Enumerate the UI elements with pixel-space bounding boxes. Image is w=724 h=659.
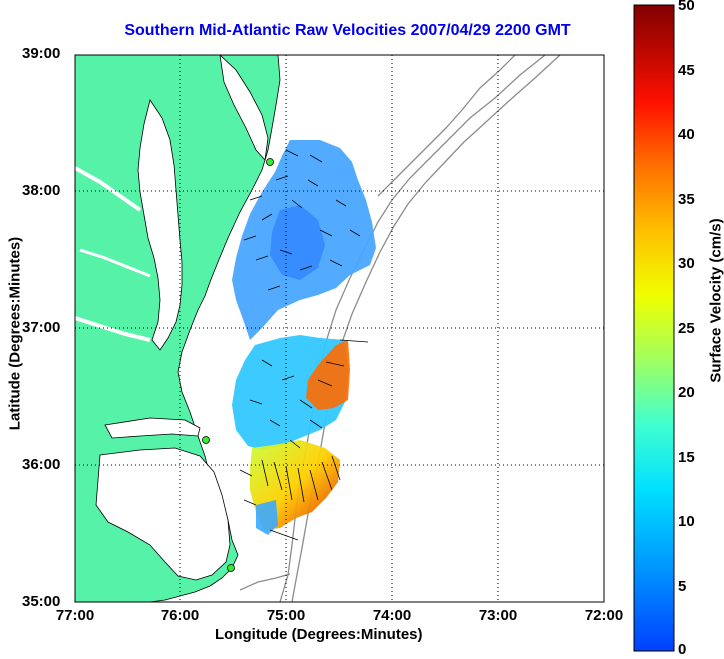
grid-lines (75, 55, 604, 602)
station-marker (266, 158, 274, 166)
albemarle-sound (104, 417, 201, 439)
fast-current-patch (306, 340, 350, 410)
colorbar-tick-45: 45 (678, 62, 695, 79)
potomac-river (75, 166, 142, 212)
colorbar-label: Surface Velocity (cm/s) (707, 218, 724, 383)
x-tick-72: 72:00 (584, 607, 624, 624)
x-axis-label: Longitude (Degrees:Minutes) (215, 626, 423, 643)
map-title: Southern Mid-Atlantic Raw Velocities 200… (124, 22, 571, 39)
colorbar (633, 4, 675, 652)
colorbar-tick-20: 20 (678, 384, 695, 401)
radar-stations (202, 158, 274, 572)
velocity-vectors (239, 149, 369, 541)
colorbar-tick-30: 30 (678, 255, 695, 272)
north-core-patch (270, 205, 325, 280)
colorbar-tick-25: 25 (678, 320, 695, 337)
x-tick-76: 76:00 (160, 607, 200, 624)
x-tick-73: 73:00 (478, 607, 518, 624)
delaware-bay (219, 55, 269, 161)
x-tick-77: 77:00 (55, 607, 95, 624)
colorbar-tick-5: 5 (678, 578, 687, 595)
colorbar-tick-0: 0 (678, 641, 687, 658)
james-river (75, 316, 151, 342)
colorbar-tick-15: 15 (678, 449, 695, 466)
velocity-field (232, 140, 376, 535)
y-tick-38: 38:00 (22, 182, 61, 199)
rappahannock-river (79, 248, 151, 278)
y-axis-label: Latitude (Degrees:Minutes) (6, 236, 24, 431)
y-tick-35: 35:00 (22, 593, 61, 610)
south-tip-patch (256, 500, 278, 535)
station-marker (227, 564, 235, 572)
colorbar-tick-50: 50 (678, 0, 695, 14)
y-tick-39: 39:00 (22, 45, 61, 62)
station-marker (202, 436, 210, 444)
colorbar-tick-10: 10 (678, 513, 695, 530)
pamlico-sound (95, 447, 231, 581)
y-tick-36: 36:00 (22, 456, 61, 473)
colorbar-tick-40: 40 (678, 126, 695, 143)
mid-velocity-patch (232, 335, 348, 450)
y-tick-37: 37:00 (22, 319, 61, 336)
colorbar-tick-35: 35 (678, 191, 695, 208)
x-tick-74: 74:00 (372, 607, 412, 624)
x-tick-75: 75:00 (266, 607, 306, 624)
chesapeake-bay (137, 99, 183, 351)
